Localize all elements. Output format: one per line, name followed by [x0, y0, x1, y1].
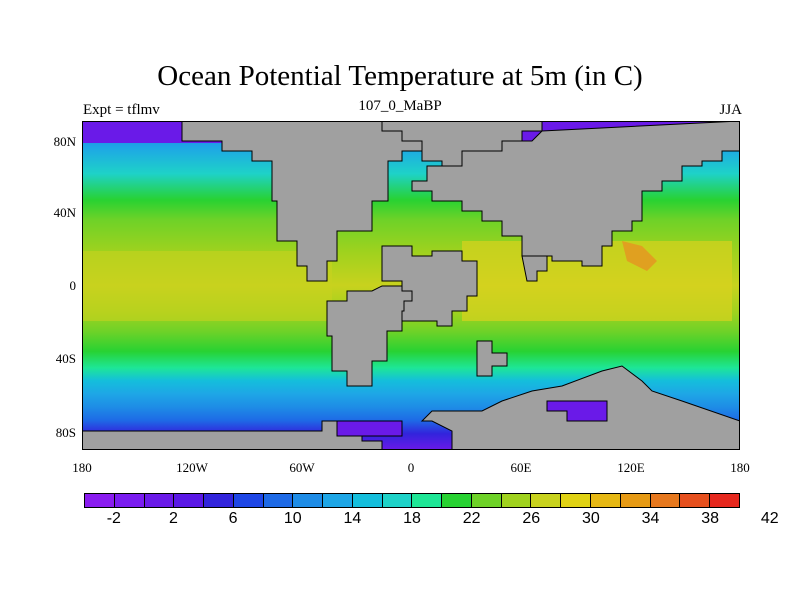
antarctic-ice-patch	[546, 400, 608, 422]
lon-label-120e: 120E	[617, 460, 645, 475]
colorbar-cell	[293, 494, 324, 507]
africa-continent	[381, 245, 478, 327]
season-label: JJA	[719, 102, 742, 118]
lon-label-180w: 180	[72, 460, 92, 475]
colorbar-cell	[591, 494, 621, 507]
colorbar-cell	[144, 494, 175, 507]
lat-label-0: 0	[69, 278, 77, 293]
colorbar-cell	[471, 494, 502, 507]
lat-label-40s: 40S	[55, 351, 76, 366]
colorbar-tick-label: 22	[462, 510, 481, 527]
lat-label-40n: 40N	[53, 205, 76, 220]
colorbar-cell	[114, 494, 145, 507]
lat-label-80n: 80N	[53, 134, 76, 149]
map-subtitle: 107_0_MaBP	[358, 98, 442, 114]
colorbar-cell	[412, 494, 443, 507]
colorbar-cell	[442, 494, 472, 507]
lon-label-180e: 180	[730, 460, 750, 475]
colorbar-cell	[323, 494, 353, 507]
colorbar	[84, 493, 740, 508]
colorbar-tick-label: 6	[228, 510, 238, 527]
warm-pool-west	[82, 251, 332, 321]
colorbar-tick-label: 18	[403, 510, 421, 527]
colorbar-cell	[204, 494, 234, 507]
colorbar-tick-label: 26	[522, 510, 541, 527]
colorbar-cell	[382, 494, 413, 507]
colorbar-cell	[501, 494, 532, 507]
colorbar-cell	[85, 494, 115, 507]
colorbar-tick-label: 38	[701, 510, 720, 527]
island-chain	[476, 340, 508, 377]
lon-label-0: 0	[407, 460, 415, 475]
colorbar-tick-label: 14	[343, 510, 362, 527]
colorbar-cell	[233, 494, 264, 507]
colorbar-cell	[531, 494, 562, 507]
temperature-map	[82, 121, 740, 450]
colorbar-cell	[174, 494, 205, 507]
colorbar-tick-label: 42	[760, 510, 779, 527]
map-title: Ocean Potential Temperature at 5m (in C)	[157, 60, 643, 92]
colorbar-cell	[650, 494, 681, 507]
lon-label-60w: 60W	[289, 460, 315, 475]
antarctic-coast-patch	[336, 420, 403, 437]
indian-peninsula	[521, 255, 548, 282]
colorbar-tick-label: 34	[641, 510, 660, 527]
colorbar-tick-label: -2	[106, 510, 121, 527]
colorbar-cell	[352, 494, 383, 507]
colorbar-cell	[561, 494, 592, 507]
hot-spot	[622, 241, 657, 271]
lon-label-120w: 120W	[176, 460, 208, 475]
colorbar-cell	[710, 494, 739, 507]
antarctica-west	[82, 420, 383, 450]
experiment-label: Expt = tflmv	[83, 102, 160, 118]
colorbar-cell	[263, 494, 294, 507]
colorbar-cell	[620, 494, 651, 507]
europe-asia-continent	[411, 121, 740, 267]
lat-label-80s: 80S	[55, 425, 76, 440]
colorbar-tick-label: 2	[169, 510, 178, 527]
lon-label-60e: 60E	[510, 460, 532, 475]
colorbar-tick-label: 10	[283, 510, 302, 527]
colorbar-cell	[680, 494, 711, 507]
colorbar-tick-label: 30	[582, 510, 600, 527]
